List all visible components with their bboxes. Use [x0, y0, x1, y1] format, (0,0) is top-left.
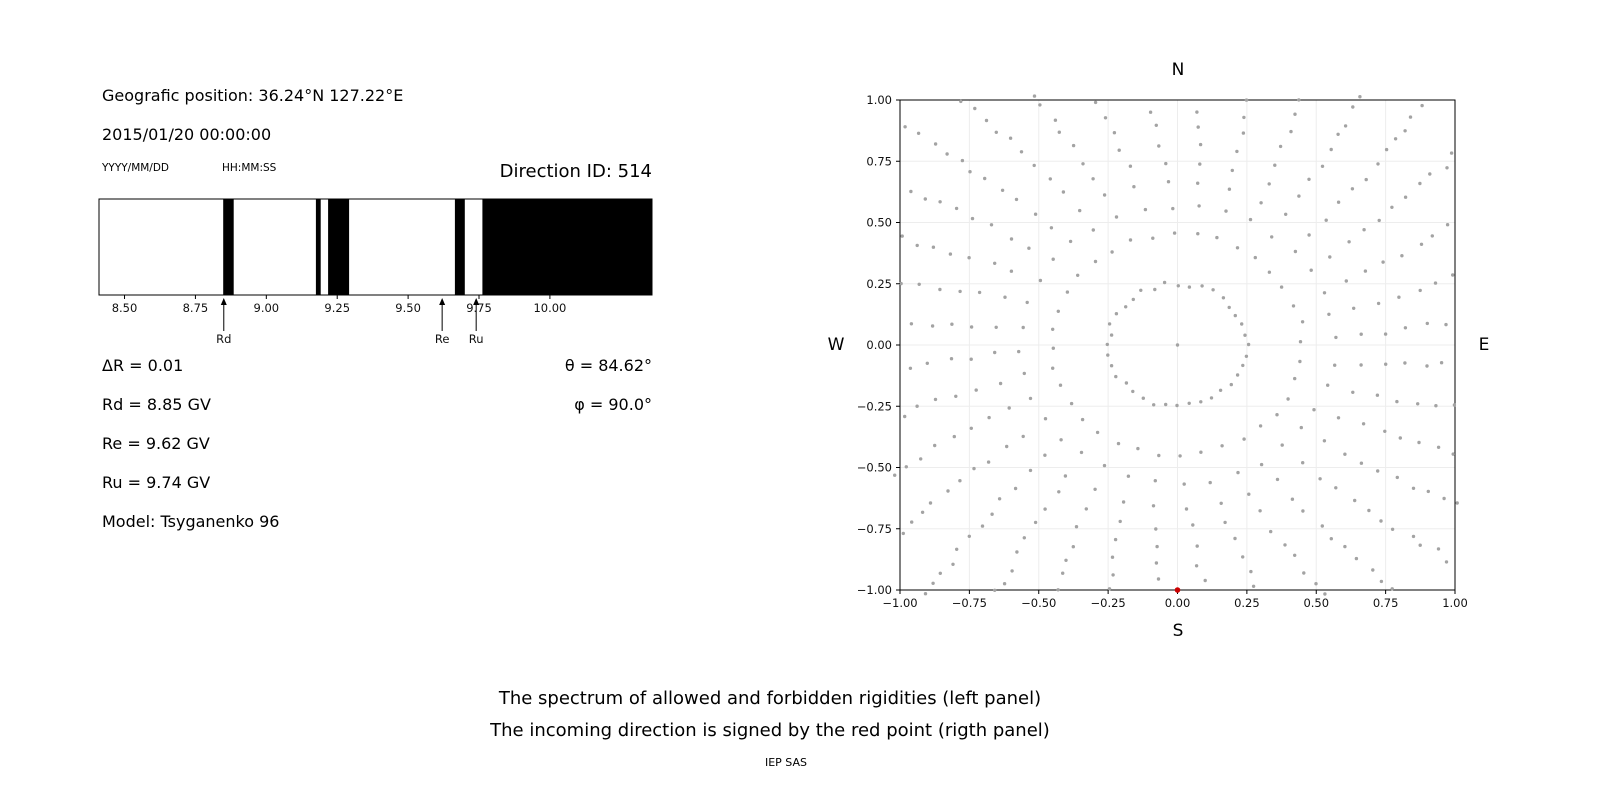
svg-text:8.75: 8.75 — [183, 301, 209, 315]
svg-text:Ru: Ru — [469, 332, 484, 346]
time-format-label: HH:MM:SS — [222, 162, 277, 174]
svg-text:0.00: 0.00 — [1165, 596, 1191, 610]
credit-text: IEP SAS — [764, 756, 808, 769]
svg-text:−0.25: −0.25 — [857, 399, 892, 413]
direction-id-text: Direction ID: 514 — [499, 161, 652, 182]
re-text: Re = 9.62 GV — [102, 434, 210, 453]
rigidity-spectrum-plot: 8.50 8.75 9.00 9.25 9.50 9.75 10.00 Rd Re Ru — [98, 198, 653, 346]
svg-text:1.00: 1.00 — [1442, 596, 1468, 610]
svg-text:0.25: 0.25 — [1234, 596, 1260, 610]
svg-text:0.50: 0.50 — [866, 216, 892, 230]
svg-text:9.00: 9.00 — [254, 301, 280, 315]
svg-text:10.00: 10.00 — [533, 301, 566, 315]
model-text: Model: Tsyganenko 96 — [102, 512, 280, 531]
svg-text:−0.75: −0.75 — [952, 596, 987, 610]
date-format-label: YYYY/MM/DD — [102, 162, 170, 174]
svg-text:−0.25: −0.25 — [1091, 596, 1126, 610]
svg-text:9.75: 9.75 — [466, 301, 492, 315]
theta-text: θ = 84.62° — [564, 356, 652, 375]
compass-north-label: N — [1171, 60, 1185, 80]
svg-text:Re: Re — [435, 332, 450, 346]
caption-line-2: The incoming direction is signed by the … — [490, 720, 1050, 741]
svg-text:−0.50: −0.50 — [857, 461, 892, 475]
svg-text:−1.00: −1.00 — [882, 596, 917, 610]
svg-text:0.25: 0.25 — [866, 277, 892, 291]
incoming-direction-plot: −1.00 −0.75 −0.50 −0.25 0.00 0.25 0.50 0.75 1.00… — [857, 93, 1468, 610]
svg-text:Rd: Rd — [216, 332, 231, 346]
svg-text:0.50: 0.50 — [1303, 596, 1329, 610]
svg-text:8.50: 8.50 — [112, 301, 138, 315]
svg-text:9.25: 9.25 — [324, 301, 350, 315]
datetime-text: 2015/01/20 00:00:00 — [102, 125, 272, 144]
svg-text:−1.00: −1.00 — [857, 583, 892, 597]
svg-text:9.50: 9.50 — [395, 301, 421, 315]
rd-text: Rd = 8.85 GV — [102, 395, 211, 414]
svg-text:0.75: 0.75 — [866, 154, 892, 168]
geographic-position-text: Geografic position: 36.24°N 127.22°E — [102, 86, 404, 105]
svg-text:−0.50: −0.50 — [1021, 596, 1056, 610]
svg-text:−0.75: −0.75 — [857, 522, 892, 536]
compass-south-label: S — [1172, 621, 1184, 641]
svg-text:0.00: 0.00 — [866, 338, 892, 352]
delta-r-text: ΔR = 0.01 — [102, 356, 184, 375]
svg-text:1.00: 1.00 — [866, 93, 892, 107]
caption-line-1: The spectrum of allowed and forbidden ri… — [498, 688, 1042, 709]
compass-west-label: W — [827, 335, 845, 355]
phi-text: φ = 90.0° — [574, 395, 652, 414]
ru-text: Ru = 9.74 GV — [102, 473, 211, 492]
svg-text:0.75: 0.75 — [1373, 596, 1399, 610]
compass-east-label: E — [1478, 335, 1490, 355]
